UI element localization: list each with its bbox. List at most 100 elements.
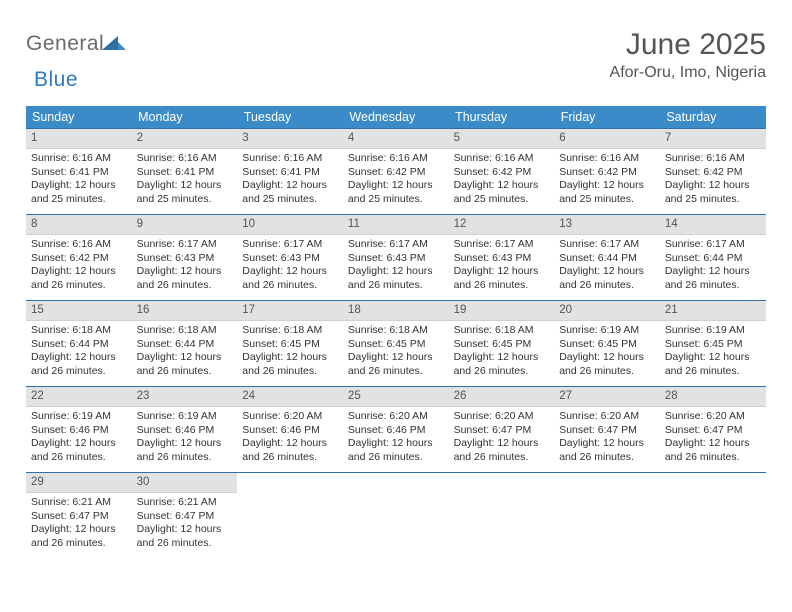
sunrise-line: Sunrise: 6:20 AM [348,410,444,424]
day-cell: 1Sunrise: 6:16 AMSunset: 6:41 PMDaylight… [26,129,132,215]
daylight-line: Daylight: 12 hours and 26 minutes. [348,351,444,378]
logo-text: General Blue [26,32,126,92]
day-cell: 22Sunrise: 6:19 AMSunset: 6:46 PMDayligh… [26,387,132,473]
calendar-table: Sunday Monday Tuesday Wednesday Thursday… [26,106,766,559]
daylight-line: Daylight: 12 hours and 26 minutes. [137,265,233,292]
day-body: Sunrise: 6:17 AMSunset: 6:44 PMDaylight:… [660,235,766,297]
daylight-line: Daylight: 12 hours and 26 minutes. [559,265,655,292]
title-block: June 2025 Afor-Oru, Imo, Nigeria [610,28,766,82]
day-number: 1 [26,129,132,149]
day-cell: 18Sunrise: 6:18 AMSunset: 6:45 PMDayligh… [343,301,449,387]
day-cell: 26Sunrise: 6:20 AMSunset: 6:47 PMDayligh… [449,387,555,473]
day-cell [237,473,343,559]
day-cell: 8Sunrise: 6:16 AMSunset: 6:42 PMDaylight… [26,215,132,301]
sunset-line: Sunset: 6:45 PM [242,338,338,352]
day-body: Sunrise: 6:17 AMSunset: 6:44 PMDaylight:… [554,235,660,297]
sunrise-line: Sunrise: 6:16 AM [242,152,338,166]
sunset-line: Sunset: 6:45 PM [348,338,444,352]
daylight-line: Daylight: 12 hours and 25 minutes. [559,179,655,206]
daylight-line: Daylight: 12 hours and 26 minutes. [454,351,550,378]
sunrise-line: Sunrise: 6:17 AM [559,238,655,252]
sunset-line: Sunset: 6:42 PM [665,166,761,180]
weekday-header: Saturday [660,106,766,129]
weekday-header: Tuesday [237,106,343,129]
sunrise-line: Sunrise: 6:16 AM [137,152,233,166]
sunrise-line: Sunrise: 6:16 AM [31,238,127,252]
sunrise-line: Sunrise: 6:19 AM [31,410,127,424]
day-number: 5 [449,129,555,149]
daylight-line: Daylight: 12 hours and 26 minutes. [137,351,233,378]
location-text: Afor-Oru, Imo, Nigeria [610,64,766,82]
sunrise-line: Sunrise: 6:17 AM [454,238,550,252]
day-number: 22 [26,387,132,407]
day-body: Sunrise: 6:17 AMSunset: 6:43 PMDaylight:… [343,235,449,297]
sunset-line: Sunset: 6:47 PM [559,424,655,438]
day-body: Sunrise: 6:20 AMSunset: 6:46 PMDaylight:… [343,407,449,469]
day-number: 6 [554,129,660,149]
day-body: Sunrise: 6:18 AMSunset: 6:45 PMDaylight:… [449,321,555,383]
day-body: Sunrise: 6:16 AMSunset: 6:42 PMDaylight:… [343,149,449,211]
day-number: 10 [237,215,343,235]
day-number: 20 [554,301,660,321]
logo-word-1: General [26,32,104,55]
sunrise-line: Sunrise: 6:19 AM [665,324,761,338]
daylight-line: Daylight: 12 hours and 25 minutes. [348,179,444,206]
page-title: June 2025 [610,28,766,62]
sunset-line: Sunset: 6:44 PM [665,252,761,266]
daylight-line: Daylight: 12 hours and 26 minutes. [242,265,338,292]
day-body: Sunrise: 6:18 AMSunset: 6:45 PMDaylight:… [237,321,343,383]
daylight-line: Daylight: 12 hours and 26 minutes. [348,265,444,292]
sunrise-line: Sunrise: 6:20 AM [559,410,655,424]
logo-word-2: Blue [34,68,78,91]
day-body: Sunrise: 6:18 AMSunset: 6:45 PMDaylight:… [343,321,449,383]
daylight-line: Daylight: 12 hours and 25 minutes. [242,179,338,206]
day-cell: 29Sunrise: 6:21 AMSunset: 6:47 PMDayligh… [26,473,132,559]
day-cell: 17Sunrise: 6:18 AMSunset: 6:45 PMDayligh… [237,301,343,387]
sunrise-line: Sunrise: 6:17 AM [348,238,444,252]
day-body: Sunrise: 6:20 AMSunset: 6:47 PMDaylight:… [660,407,766,469]
day-cell [343,473,449,559]
day-body: Sunrise: 6:20 AMSunset: 6:47 PMDaylight:… [554,407,660,469]
day-number: 25 [343,387,449,407]
calendar-body: 1 Sunrise: 6:16 AM Sunset: 6:41 PM Daylight… [26,129,766,559]
sunrise-line: Sunrise: 6:18 AM [348,324,444,338]
daylight-line: Daylight: 12 hours and 26 minutes. [31,265,127,292]
daylight-line: Daylight: 12 hours and 25 minutes. [454,179,550,206]
sunset-line: Sunset: 6:46 PM [137,424,233,438]
day-number: 12 [449,215,555,235]
daylight-line: Daylight: 12 hours and 26 minutes. [137,523,233,550]
day-body: Sunrise: 6:18 AMSunset: 6:44 PMDaylight:… [26,321,132,383]
day-number: 2 [132,129,238,149]
weekday-header: Wednesday [343,106,449,129]
day-cell: 11Sunrise: 6:17 AMSunset: 6:43 PMDayligh… [343,215,449,301]
sunrise-line: Sunrise: 6:18 AM [31,324,127,338]
day-cell: 19Sunrise: 6:18 AMSunset: 6:45 PMDayligh… [449,301,555,387]
weekday-header: Monday [132,106,238,129]
day-cell: 5Sunrise: 6:16 AMSunset: 6:42 PMDaylight… [449,129,555,215]
day-number: 30 [132,473,238,493]
sunset-line: Sunset: 6:41 PM [31,166,127,180]
day-number: 17 [237,301,343,321]
day-cell: 21Sunrise: 6:19 AMSunset: 6:45 PMDayligh… [660,301,766,387]
sunrise-line: Sunrise: 6:17 AM [665,238,761,252]
daylight-line: Daylight: 12 hours and 26 minutes. [559,437,655,464]
day-cell [449,473,555,559]
day-number: 16 [132,301,238,321]
day-body: Sunrise: 6:21 AMSunset: 6:47 PMDaylight:… [26,493,132,555]
sunrise-line: Sunrise: 6:17 AM [137,238,233,252]
day-number: 21 [660,301,766,321]
daylight-line: Daylight: 12 hours and 26 minutes. [559,351,655,378]
daylight-line: Daylight: 12 hours and 26 minutes. [137,437,233,464]
day-number: 9 [132,215,238,235]
day-number: 15 [26,301,132,321]
day-cell: 16Sunrise: 6:18 AMSunset: 6:44 PMDayligh… [132,301,238,387]
day-body: Sunrise: 6:16 AMSunset: 6:42 PMDaylight:… [660,149,766,211]
week-row: 22Sunrise: 6:19 AMSunset: 6:46 PMDayligh… [26,387,766,473]
day-body: Sunrise: 6:19 AMSunset: 6:45 PMDaylight:… [660,321,766,383]
day-cell [660,473,766,559]
day-body: Sunrise: 6:19 AMSunset: 6:46 PMDaylight:… [26,407,132,469]
sunset-line: Sunset: 6:42 PM [31,252,127,266]
day-body: Sunrise: 6:18 AMSunset: 6:44 PMDaylight:… [132,321,238,383]
sunrise-line: Sunrise: 6:19 AM [137,410,233,424]
sunset-line: Sunset: 6:45 PM [454,338,550,352]
